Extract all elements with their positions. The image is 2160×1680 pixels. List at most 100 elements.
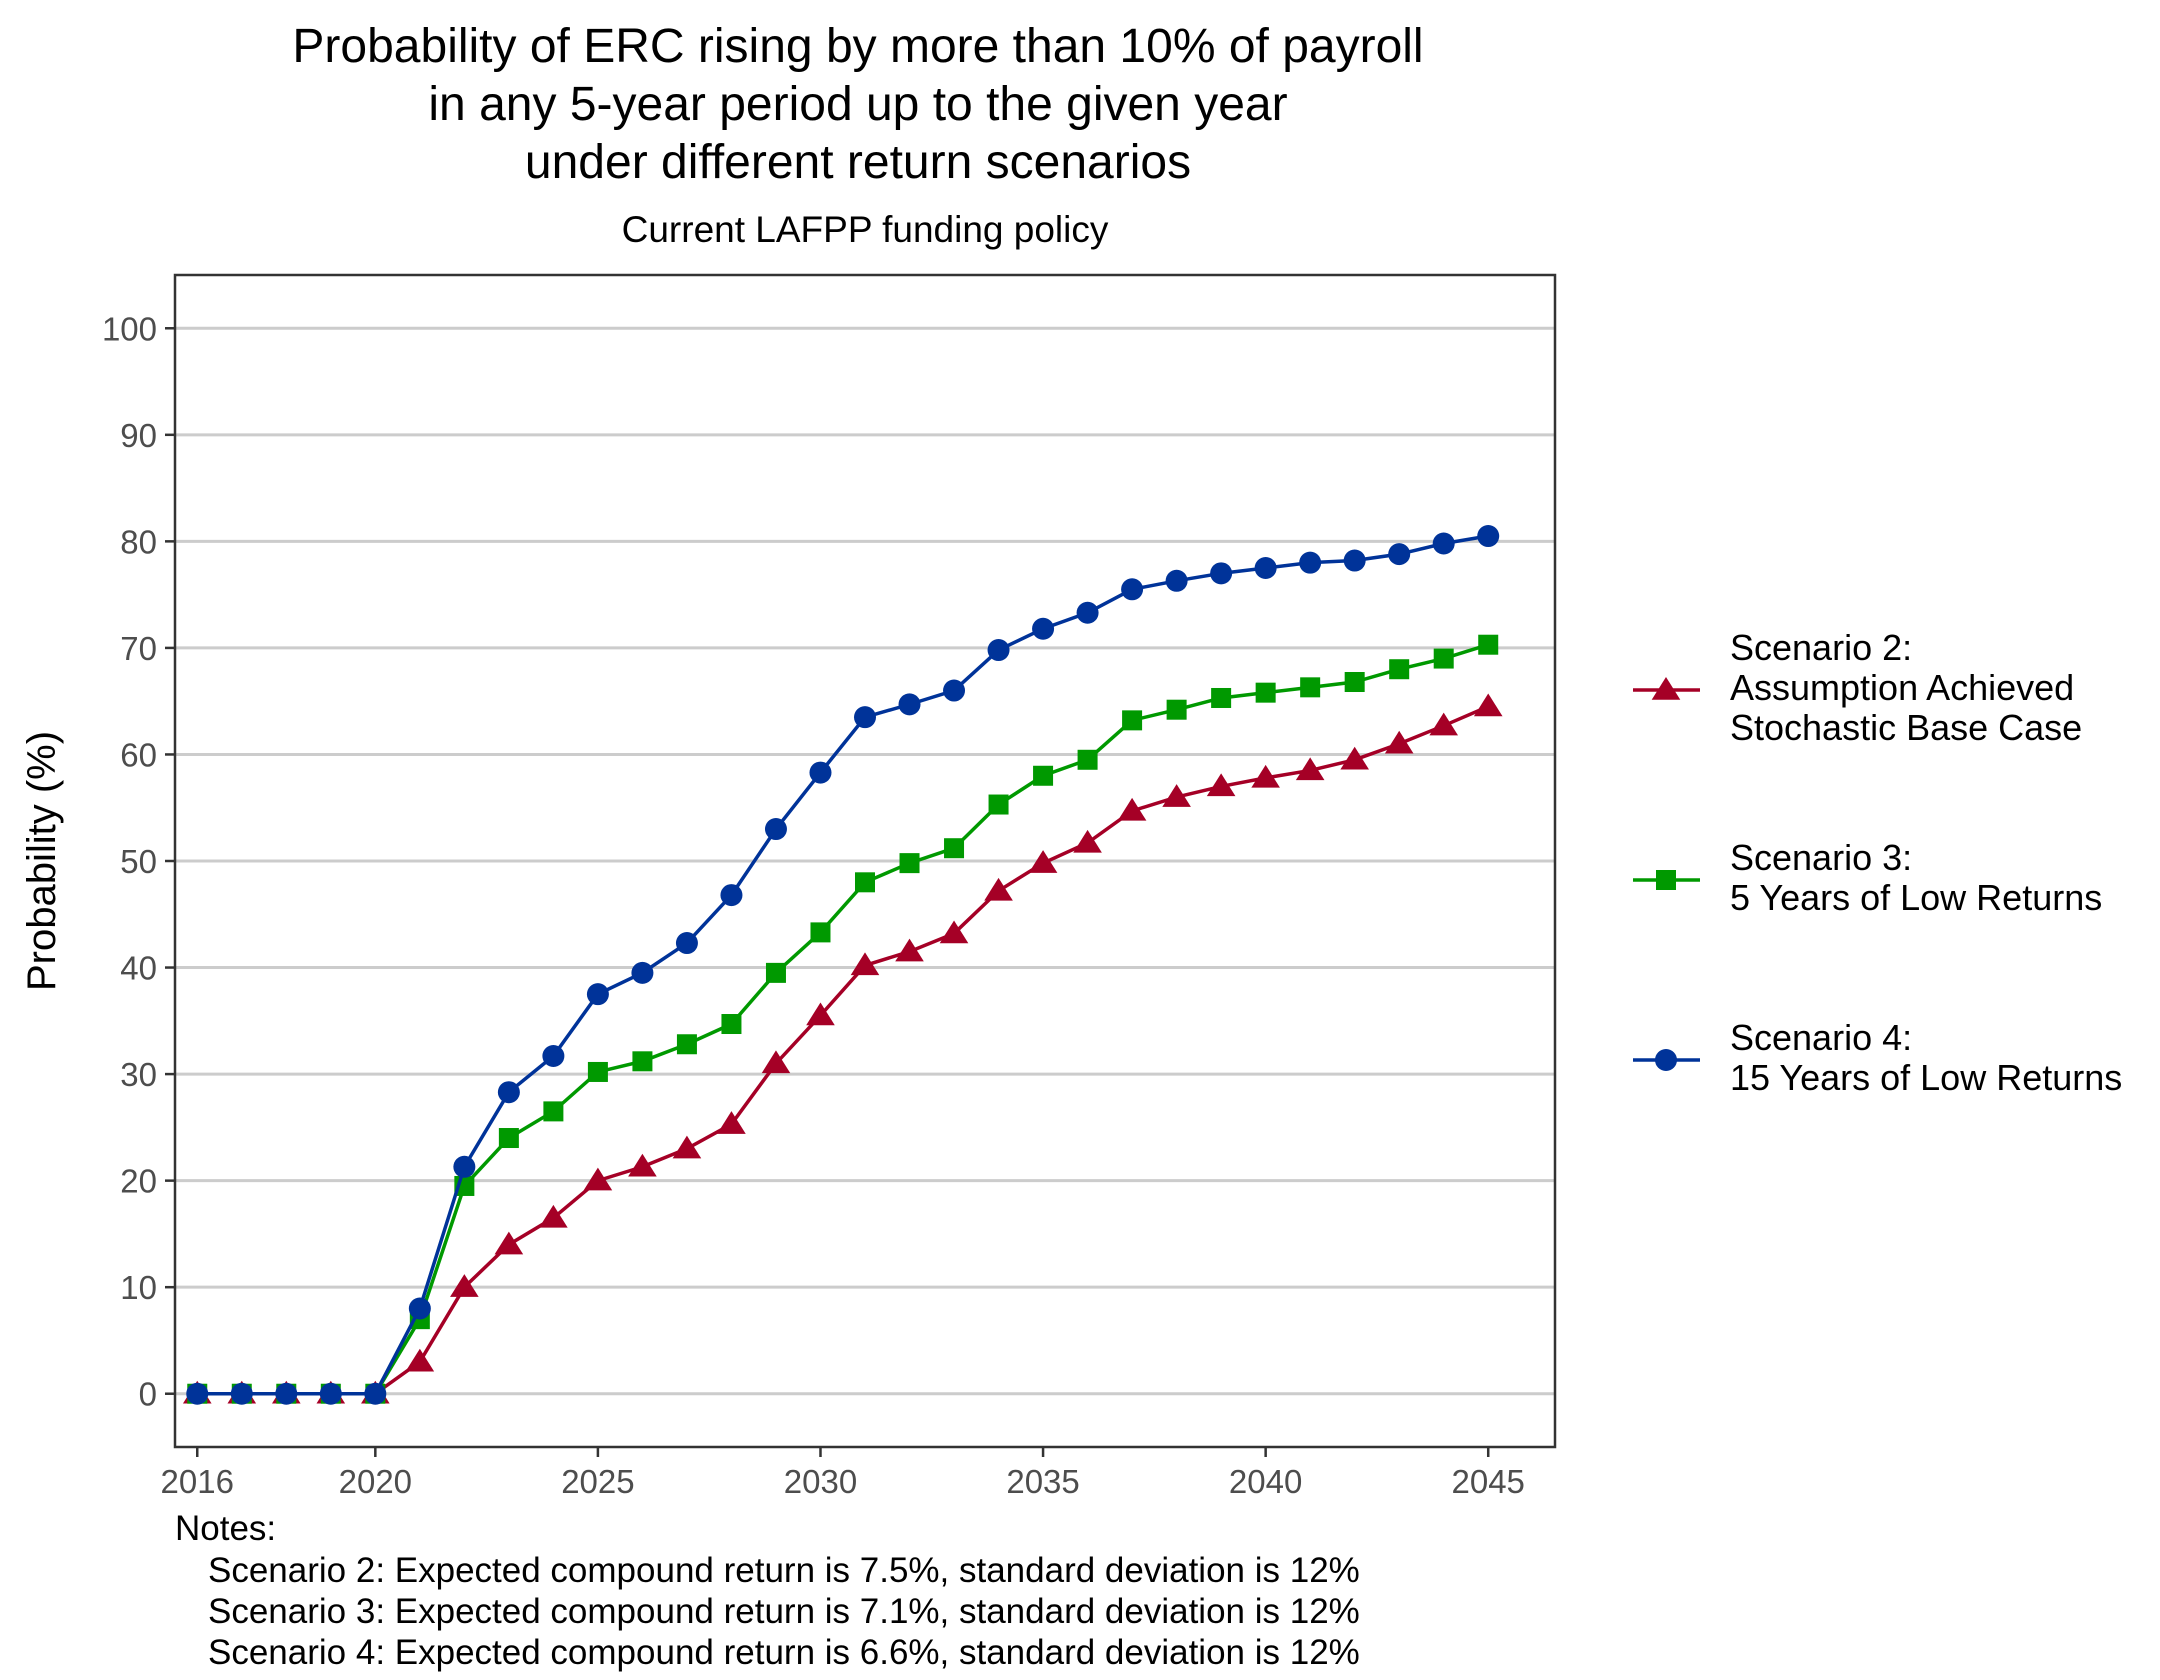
square-point bbox=[1300, 677, 1321, 698]
triangle-point bbox=[1206, 773, 1236, 797]
legend-label: Scenario 3: 5 Years of Low Returns bbox=[1730, 837, 2102, 918]
legend-item: Scenario 4: 15 Years of Low Returns bbox=[1633, 1017, 2122, 1098]
legend-label-line: Scenario 3: bbox=[1730, 837, 1912, 878]
square-point bbox=[1255, 682, 1276, 703]
square-point bbox=[1478, 634, 1499, 655]
circle-point bbox=[631, 961, 654, 984]
chart-subtitle: Current LAFPP funding policy bbox=[622, 209, 1109, 250]
legend-item: Scenario 2: Assumption Achieved Stochastic… bbox=[1633, 627, 2082, 748]
legend-label-line: 15 Years of Low Returns bbox=[1730, 1057, 2122, 1098]
circle-point bbox=[898, 693, 921, 716]
triangle-point bbox=[895, 938, 924, 962]
circle-point bbox=[1388, 543, 1411, 566]
series-line bbox=[197, 704, 1489, 1396]
circle-point bbox=[1032, 617, 1055, 640]
square-point bbox=[1033, 765, 1054, 786]
circle-point bbox=[586, 983, 609, 1006]
triangle-point bbox=[1651, 677, 1681, 700]
x-tick-label: 2025 bbox=[561, 1463, 634, 1500]
legend-item: Scenario 3: 5 Years of Low Returns bbox=[1633, 837, 2102, 918]
legend-label-line: 5 Years of Low Returns bbox=[1730, 877, 2102, 918]
circle-point bbox=[809, 761, 832, 784]
circle-point bbox=[1076, 601, 1099, 624]
notes: Notes:Scenario 2: Expected compound retu… bbox=[175, 1509, 1360, 1672]
triangle-point bbox=[450, 1274, 479, 1297]
legend-label-line: Assumption Achieved bbox=[1730, 667, 2074, 708]
square-point bbox=[543, 1101, 564, 1122]
circle-point bbox=[1432, 532, 1455, 555]
legend-label: Scenario 2: Assumption Achieved Stochastic… bbox=[1730, 627, 2082, 748]
square-point bbox=[855, 872, 875, 893]
series bbox=[182, 693, 1503, 1404]
legend-label: Scenario 4: 15 Years of Low Returns bbox=[1730, 1017, 2122, 1098]
circle-point bbox=[854, 706, 876, 729]
legend-label-line: Scenario 2: bbox=[1730, 627, 1912, 668]
triangle-point bbox=[583, 1167, 613, 1191]
circle-point bbox=[1210, 562, 1233, 585]
square-point bbox=[1122, 710, 1143, 731]
x-tick-label: 2045 bbox=[1452, 1463, 1525, 1500]
circle-point bbox=[675, 932, 698, 955]
notes-heading: Notes: bbox=[175, 1509, 276, 1548]
triangle-point bbox=[1429, 712, 1459, 736]
circle-point bbox=[1254, 557, 1277, 579]
y-tick-label: 20 bbox=[120, 1163, 157, 1200]
square-point bbox=[1389, 659, 1410, 680]
square-point bbox=[1211, 687, 1232, 708]
circle-point bbox=[408, 1297, 431, 1320]
square-point bbox=[587, 1061, 608, 1082]
y-tick-label: 70 bbox=[120, 630, 157, 667]
square-point bbox=[1077, 749, 1098, 770]
y-tick-label: 0 bbox=[139, 1376, 157, 1413]
triangle-point bbox=[494, 1231, 524, 1255]
y-axis-title: Probability (%) bbox=[20, 731, 64, 991]
circle-point bbox=[453, 1155, 476, 1178]
title-line: under different return scenarios bbox=[525, 136, 1191, 189]
circle-point bbox=[1477, 525, 1500, 548]
note-line: Scenario 2: Expected compound return is … bbox=[208, 1551, 1360, 1590]
series-line bbox=[197, 534, 1489, 1396]
triangle-point bbox=[1251, 764, 1280, 788]
circle-point bbox=[1121, 578, 1144, 601]
square-point bbox=[1166, 699, 1187, 720]
triangle-point bbox=[1162, 784, 1191, 807]
triangle-point bbox=[806, 1002, 835, 1026]
square-point bbox=[988, 794, 1009, 815]
y-tick-label: 30 bbox=[120, 1056, 157, 1093]
square-point bbox=[810, 922, 831, 943]
circle-point bbox=[987, 639, 1010, 662]
circle-point bbox=[1655, 1049, 1677, 1071]
circle-point bbox=[764, 818, 787, 841]
square-point bbox=[498, 1128, 519, 1149]
circle-point bbox=[186, 1382, 209, 1405]
triangle-point bbox=[717, 1111, 746, 1134]
legend: Scenario 2: Assumption Achieved Stochastic… bbox=[1633, 627, 2122, 1098]
triangle-point bbox=[1295, 757, 1325, 781]
triangle-point bbox=[405, 1348, 435, 1372]
circle-point bbox=[230, 1382, 253, 1405]
triangle-point bbox=[850, 952, 880, 976]
square-point bbox=[721, 1014, 742, 1035]
circle-point bbox=[1165, 569, 1188, 592]
legend-label-line: Scenario 4: bbox=[1730, 1017, 1912, 1058]
note-line: Scenario 3: Expected compound return is … bbox=[208, 1592, 1360, 1631]
circle-point bbox=[497, 1081, 520, 1104]
title-line: Probability of ERC rising by more than 1… bbox=[292, 20, 1423, 73]
y-tick-label: 40 bbox=[120, 950, 157, 987]
y-tick-label: 90 bbox=[120, 417, 157, 454]
triangle-point bbox=[1473, 693, 1503, 717]
triangle-point bbox=[1340, 746, 1369, 770]
circle-point bbox=[1343, 549, 1366, 572]
triangle-point bbox=[1384, 730, 1414, 754]
triangle-point bbox=[984, 877, 1013, 901]
circle-point bbox=[542, 1044, 565, 1067]
triangle-point bbox=[761, 1050, 791, 1074]
gridlines bbox=[175, 326, 1555, 1396]
series-lines bbox=[182, 525, 1503, 1405]
x-tick-label: 2030 bbox=[784, 1463, 857, 1500]
triangle-point bbox=[1117, 797, 1147, 821]
y-tick-label: 100 bbox=[102, 310, 157, 347]
square-point bbox=[1344, 672, 1365, 693]
circle-point bbox=[319, 1382, 342, 1405]
